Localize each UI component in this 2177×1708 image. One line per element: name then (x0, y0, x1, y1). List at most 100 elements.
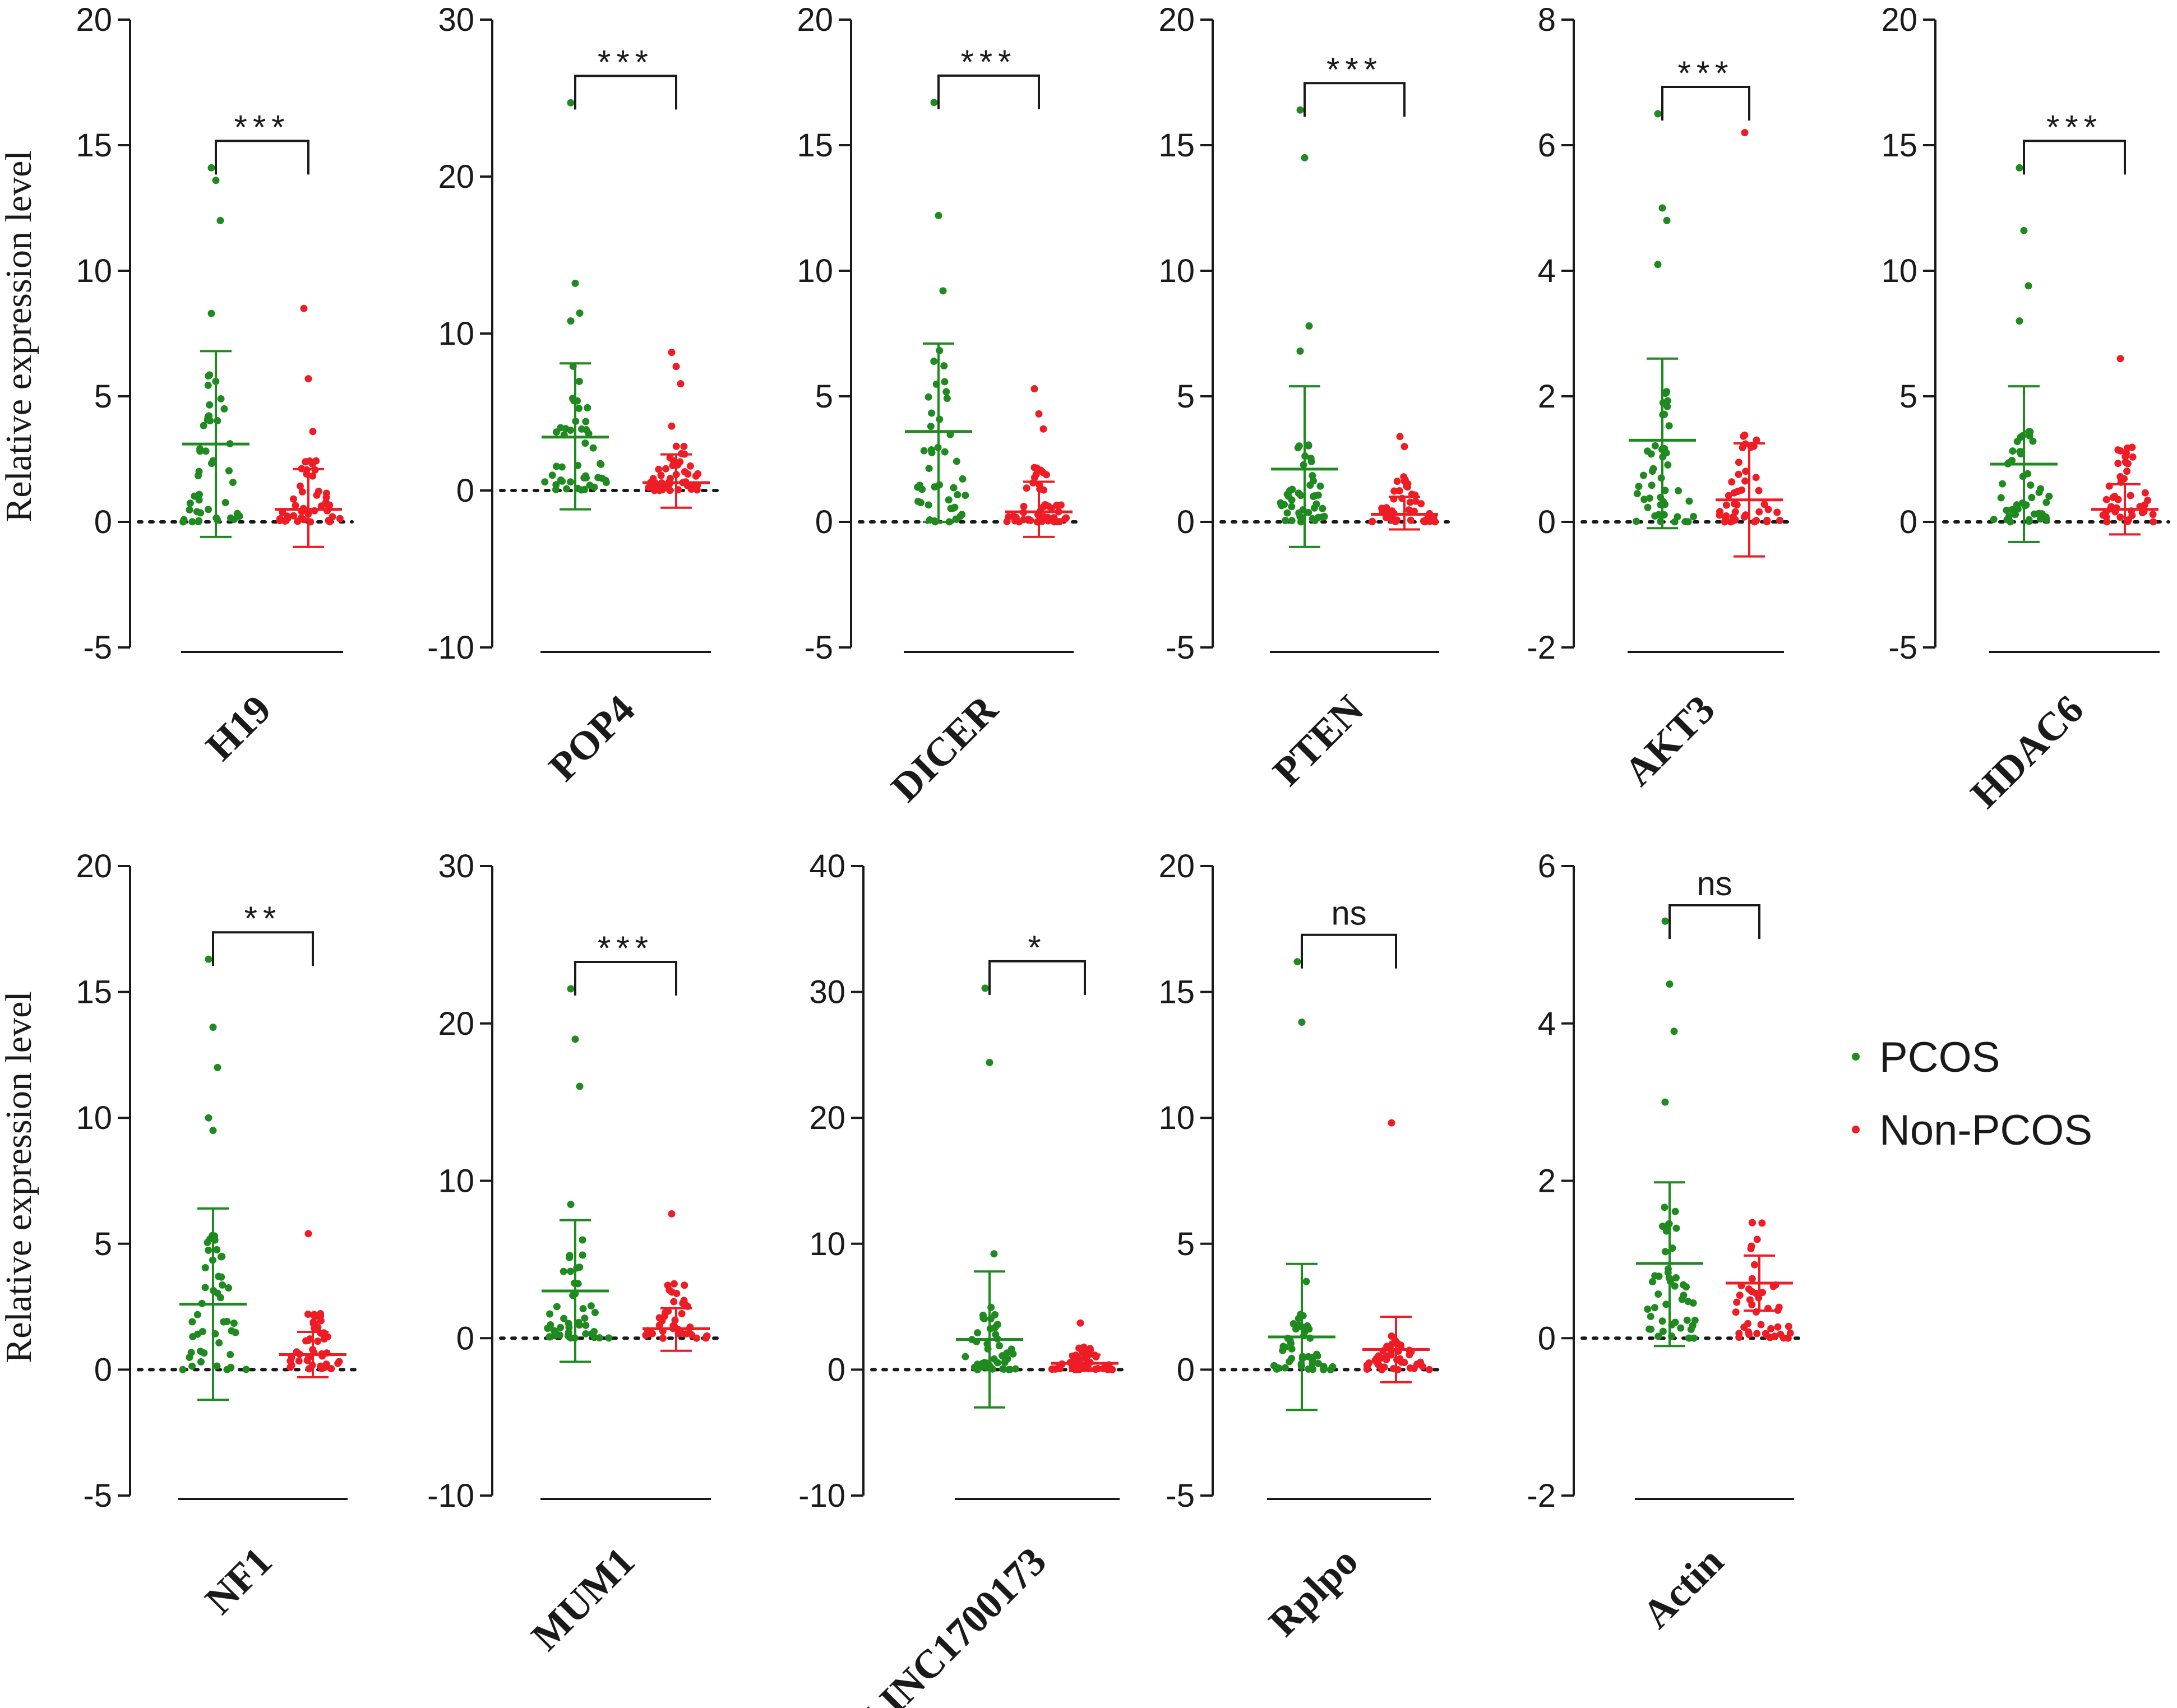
gene-label: MUM1 (523, 1539, 643, 1659)
data-point (318, 1365, 326, 1373)
gene-label: LINC1700173 (852, 1539, 1055, 1708)
data-point (974, 1366, 982, 1373)
data-point (2013, 501, 2021, 509)
data-point (1776, 517, 1783, 525)
group-non-pcos (2091, 355, 2158, 536)
y-tick-label: 10 (797, 253, 833, 289)
data-point-outlier (1661, 917, 1669, 925)
data-point (914, 497, 922, 505)
data-point (2123, 467, 2131, 475)
data-point (552, 481, 560, 489)
data-point (283, 512, 291, 520)
data-point (2005, 512, 2013, 520)
data-point (2114, 446, 2122, 454)
data-point (1000, 1365, 1007, 1373)
data-point (309, 472, 317, 480)
data-point (1683, 1283, 1690, 1291)
data-point-outlier (2116, 355, 2124, 363)
data-point (2035, 488, 2043, 496)
significance-bracket (2023, 140, 2126, 175)
data-point (1020, 503, 1028, 511)
data-point (579, 1251, 586, 1259)
y-tick-label: 5 (1177, 1226, 1195, 1262)
data-point (186, 499, 194, 507)
data-point (581, 439, 589, 447)
legend-marker-pcos (1852, 1053, 1860, 1061)
data-point (591, 1308, 599, 1316)
data-point (200, 1349, 208, 1357)
data-point (974, 1329, 982, 1337)
group-pcos (179, 164, 249, 538)
data-point (1374, 1360, 1382, 1368)
data-point (595, 1334, 603, 1342)
data-point (680, 1297, 688, 1304)
data-point (1643, 447, 1651, 455)
data-point-outlier (672, 363, 680, 371)
gene-label: AKT3 (1615, 687, 1723, 794)
data-point (1771, 1332, 1778, 1340)
data-point (1690, 1334, 1698, 1342)
group-non-pcos (1003, 385, 1073, 538)
y-tick-label: -10 (427, 629, 474, 666)
data-point (220, 405, 228, 413)
data-point (1661, 1248, 1669, 1256)
data-point (1647, 1312, 1654, 1320)
significance-bracket (988, 960, 1086, 995)
data-point (694, 470, 702, 478)
group-pcos (179, 955, 250, 1401)
data-point (1005, 513, 1013, 521)
data-point (655, 465, 663, 473)
data-point (325, 517, 332, 525)
data-point (188, 1362, 196, 1370)
data-point (1722, 512, 1730, 520)
panel-pop4: 30 20 10 0 -10 POP4 *** (427, 2, 722, 790)
data-point (1062, 514, 1070, 522)
data-point (1288, 1345, 1296, 1353)
data-point (296, 482, 304, 490)
data-point (665, 1286, 673, 1294)
data-point (942, 388, 950, 396)
data-point (645, 483, 653, 491)
significance-bracket (574, 75, 677, 110)
data-point (2009, 447, 2017, 455)
data-point (2123, 449, 2130, 457)
data-point (1288, 503, 1296, 511)
data-point (1738, 486, 1746, 494)
data-point (1683, 1316, 1691, 1324)
data-point (1760, 501, 1768, 508)
data-point (2114, 460, 2122, 467)
y-tick-label: -2 (1527, 1478, 1556, 1514)
y-tick-label: 5 (1177, 378, 1195, 415)
data-point (584, 404, 591, 411)
data-point-outlier (300, 304, 308, 312)
data-point (681, 468, 688, 476)
data-point (548, 471, 556, 479)
data-point (1753, 436, 1760, 444)
data-point (1279, 1346, 1287, 1354)
data-point (1032, 471, 1040, 479)
data-point-outlier (986, 1058, 993, 1066)
data-point (973, 1360, 981, 1368)
data-point (962, 492, 969, 499)
y-tick-label: 30 (438, 2, 474, 38)
data-point (2029, 437, 2037, 445)
data-point (188, 1318, 196, 1326)
data-point (663, 483, 671, 490)
legend-entry-non-pcos: Non-PCOS (1852, 1107, 2092, 1154)
data-point (925, 393, 932, 401)
data-point (1633, 517, 1640, 525)
legend-label-pcos: PCOS (1879, 1034, 2000, 1081)
data-point (1403, 482, 1411, 490)
y-tick-label: -5 (83, 1478, 112, 1514)
data-point (1305, 441, 1312, 449)
data-point (920, 447, 928, 455)
data-point (670, 1280, 678, 1288)
data-point-outlier (668, 422, 676, 430)
data-point (2042, 516, 2050, 524)
panel-actin: 6 4 2 0 -2 Actin ns (1527, 848, 1805, 1637)
data-point-outlier (1388, 1119, 1395, 1127)
data-point (294, 517, 302, 525)
data-point (1654, 1332, 1662, 1340)
y-tick-label: 0 (456, 473, 474, 509)
